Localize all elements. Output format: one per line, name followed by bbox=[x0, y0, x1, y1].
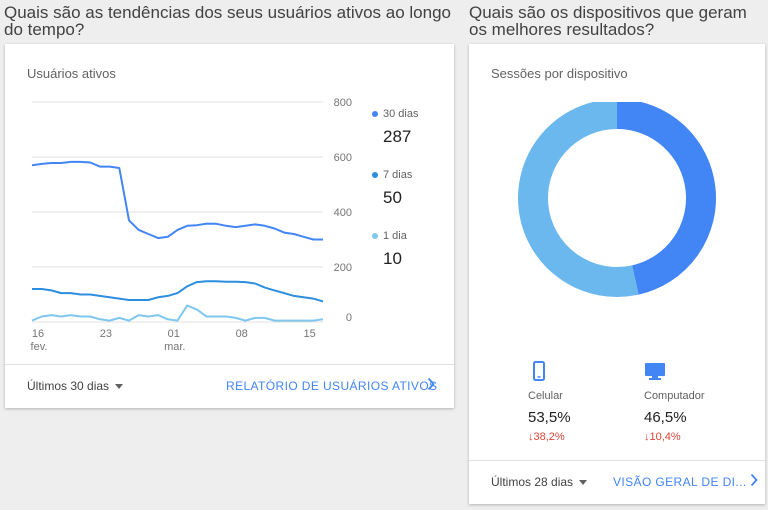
legend-label-7-days: 7 dias bbox=[383, 169, 413, 181]
device-desktop-percent: 46,5% bbox=[644, 409, 687, 426]
y-tick-label: 400 bbox=[334, 207, 352, 219]
legend-7-days: 7 dias 50 bbox=[372, 169, 412, 208]
series-line-1 bbox=[32, 280, 324, 303]
legend-1-day: 1 dia 10 bbox=[372, 230, 407, 269]
active-users-card-title: Usuários ativos bbox=[27, 66, 116, 81]
device-desktop-label: Computador bbox=[644, 390, 705, 402]
active-users-card: Usuários ativos 800 600 400 200 0 16 fev. 23 01… bbox=[5, 44, 454, 408]
device-mobile: Celular 53,5% ↓38,2% bbox=[528, 360, 571, 443]
sessions-card-title: Sessões por dispositivo bbox=[491, 66, 628, 81]
device-overview-link[interactable]: VISÃO GERAL DE DI... bbox=[613, 475, 747, 489]
desktop-icon bbox=[645, 363, 665, 380]
arrow-down-icon: ↓ bbox=[528, 431, 534, 443]
device-mobile-change: ↓38,2% bbox=[528, 431, 571, 443]
y-tick-label: 200 bbox=[334, 262, 352, 274]
chevron-right-icon[interactable] bbox=[427, 377, 435, 391]
y-tick-label: 600 bbox=[334, 152, 352, 164]
legend-value-1-day: 10 bbox=[383, 249, 402, 268]
chevron-right-icon[interactable] bbox=[750, 473, 758, 487]
legend-dot-1-day bbox=[372, 233, 378, 239]
legend-label-1-day: 1 dia bbox=[383, 230, 407, 242]
x-tick-label: 15 bbox=[303, 328, 315, 340]
section-title-devices: Quais são os dispositivos que geram os m… bbox=[469, 3, 747, 39]
legend-value-30-days: 287 bbox=[383, 127, 412, 146]
device-desktop-change-value: 10,4% bbox=[649, 431, 681, 443]
date-range-dropdown[interactable]: Últimos 30 dias bbox=[27, 379, 124, 393]
y-tick-label: 800 bbox=[334, 97, 352, 109]
x-tick-label: 16 bbox=[32, 328, 44, 340]
sessions-card-footer: Últimos 28 dias VISÃO GERAL DE DI... bbox=[469, 460, 765, 504]
legend-value-7-days: 50 bbox=[383, 188, 402, 207]
series-line-2 bbox=[31, 304, 324, 322]
series-line-0 bbox=[31, 160, 323, 241]
device-mobile-change-value: 38,2% bbox=[533, 431, 565, 443]
donut-slice-1 bbox=[518, 102, 639, 297]
legend-30-days: 30 dias 287 bbox=[372, 108, 418, 147]
device-mobile-label: Celular bbox=[528, 390, 563, 402]
x-tick-label: 01 bbox=[168, 328, 180, 340]
x-tick-label: 23 bbox=[100, 328, 112, 340]
device-desktop-change: ↓10,4% bbox=[644, 431, 705, 443]
caret-down-icon bbox=[115, 384, 124, 390]
donut-slice-0 bbox=[616, 102, 716, 295]
legend-dot-7-days bbox=[372, 172, 378, 178]
active-users-card-footer: Últimos 30 dias RELATÓRIO DE USUÁRIOS AT… bbox=[5, 364, 454, 408]
legend-dot-30-days bbox=[372, 111, 378, 117]
smartphone-icon bbox=[533, 361, 545, 381]
caret-down-icon bbox=[579, 480, 588, 486]
device-desktop: Computador 46,5% ↓10,4% bbox=[644, 360, 705, 443]
x-tick-sublabel: mar. bbox=[164, 341, 185, 353]
active-users-report-link[interactable]: RELATÓRIO DE USUÁRIOS ATIVOS bbox=[226, 379, 438, 393]
legend-label-30-days: 30 dias bbox=[383, 108, 419, 120]
date-range-label: Últimos 28 dias bbox=[491, 475, 574, 489]
sessions-donut-chart bbox=[518, 102, 716, 297]
date-range-label: Últimos 30 dias bbox=[27, 379, 110, 393]
x-tick-label: 08 bbox=[236, 328, 248, 340]
arrow-down-icon: ↓ bbox=[644, 431, 650, 443]
sessions-by-device-card: Sessões por dispositivo Celular 53,5% ↓3… bbox=[469, 44, 765, 504]
y-tick-label: 0 bbox=[346, 312, 352, 324]
section-title-trends: Quais são as tendências dos seus usuário… bbox=[4, 3, 451, 39]
x-tick-sublabel: fev. bbox=[31, 341, 48, 353]
date-range-dropdown[interactable]: Últimos 28 dias bbox=[491, 475, 588, 489]
device-mobile-percent: 53,5% bbox=[528, 409, 571, 426]
